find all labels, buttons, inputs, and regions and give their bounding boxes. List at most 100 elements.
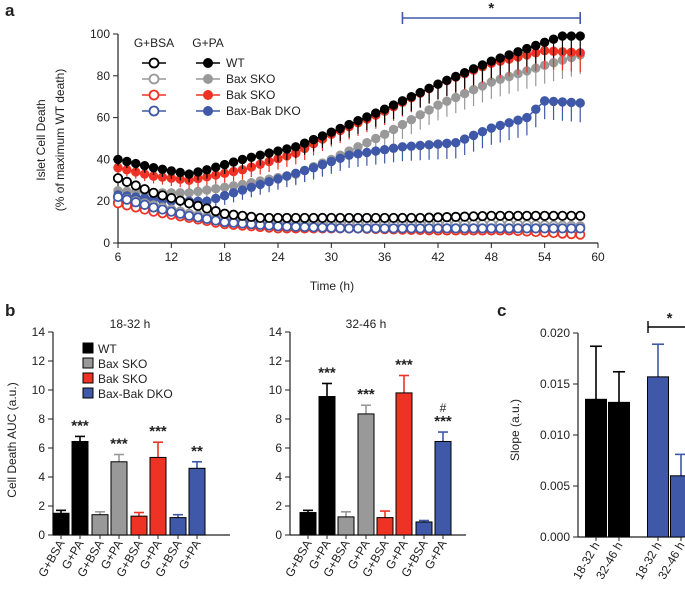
chart-c-ytick-label: 0.015 <box>540 377 570 391</box>
legend-entry-wt: WT <box>82 342 117 356</box>
data-point <box>219 182 230 192</box>
data-point <box>397 212 408 224</box>
bar <box>149 456 167 536</box>
data-point <box>166 192 177 204</box>
data-point <box>424 83 434 94</box>
data-point <box>557 223 568 234</box>
data-point <box>406 212 417 224</box>
data-point <box>201 203 212 214</box>
data-point <box>113 154 123 165</box>
chart-a-xtick-label: 60 <box>591 250 605 264</box>
data-point <box>575 31 585 41</box>
data-point <box>415 140 425 151</box>
data-point <box>477 210 488 222</box>
legend-entry-bak: Bak SKO <box>142 88 275 102</box>
chart-b-ylabel: Cell Death AUC (a.u.) <box>5 382 19 497</box>
data-point <box>211 193 221 204</box>
data-point <box>495 120 505 131</box>
data-point <box>539 37 550 48</box>
data-point <box>272 221 284 232</box>
legend-marker-bsa <box>148 57 160 69</box>
chart-c-ytick-label: 0.010 <box>540 428 570 442</box>
chart-b1-ytick-label: 6 <box>38 441 45 455</box>
data-point <box>344 223 355 234</box>
data-point <box>290 212 301 224</box>
data-point <box>228 209 239 220</box>
data-point <box>246 182 257 192</box>
data-point <box>468 85 479 95</box>
data-point <box>539 223 550 234</box>
bar <box>188 467 206 536</box>
data-point <box>450 211 461 222</box>
bar <box>318 396 336 536</box>
data-point <box>575 98 585 108</box>
legend-label: Bak SKO <box>226 88 275 102</box>
data-point <box>291 168 301 179</box>
chart-a-ytick-label: 80 <box>97 69 111 83</box>
data-point <box>121 176 132 187</box>
chart-a-ytick-label: 60 <box>97 111 111 125</box>
bar <box>130 515 148 536</box>
data-point <box>157 204 168 215</box>
legend-marker-bsa <box>148 105 160 117</box>
data-point <box>228 157 239 167</box>
data-point <box>175 208 186 219</box>
chart-b1-ytick-label: 10 <box>32 383 46 397</box>
legend-label: Bax SKO <box>226 72 275 86</box>
panel-letter-b: b <box>5 301 15 320</box>
data-point <box>237 154 248 165</box>
chart-b1-title: 18-32 h <box>110 317 151 331</box>
data-point <box>299 165 310 176</box>
significance-label: *** <box>357 386 375 403</box>
data-point <box>361 223 372 234</box>
data-point <box>406 223 417 234</box>
data-point <box>442 138 452 149</box>
data-point <box>468 130 479 141</box>
data-point <box>166 166 177 176</box>
data-point <box>219 190 230 201</box>
data-point <box>370 223 381 234</box>
chart-a-xtick-label: 6 <box>115 250 122 264</box>
data-point <box>539 96 550 106</box>
data-point <box>486 223 497 234</box>
data-point <box>424 140 434 150</box>
bar <box>357 413 375 536</box>
data-point <box>406 114 417 125</box>
data-point <box>255 212 266 224</box>
chart-b2-ytick-label: 4 <box>275 470 282 484</box>
data-point <box>486 56 497 66</box>
chart-a: Islet Cell Death (% of maximum WT death)… <box>34 0 605 293</box>
data-point <box>451 92 461 103</box>
data-point <box>202 185 212 195</box>
data-point <box>361 212 372 224</box>
chart-a-xlabel: Time (h) <box>310 279 354 293</box>
chart-b1-ytick-label: 0 <box>38 528 45 542</box>
data-point <box>202 165 212 175</box>
data-point <box>459 211 470 222</box>
data-point <box>281 212 292 224</box>
chart-a-xtick-label: 42 <box>431 250 445 264</box>
data-point <box>344 150 354 160</box>
data-point <box>441 223 452 234</box>
series-dko-bsa <box>112 191 586 234</box>
chart-a-xtick-label: 12 <box>165 250 179 264</box>
data-point <box>513 47 523 57</box>
legend-label: Bax SKO <box>98 357 147 371</box>
data-point <box>317 212 328 224</box>
chart-a-xtick-label: 24 <box>271 250 285 264</box>
chart-a-xtick-label: 36 <box>378 250 392 264</box>
data-point <box>264 176 274 187</box>
legend-marker-bsa <box>148 73 160 85</box>
legend-label: WT <box>226 56 245 70</box>
bar <box>415 521 433 536</box>
data-point <box>388 143 399 153</box>
chart-b2-title: 32-46 h <box>346 317 387 331</box>
data-point <box>477 60 488 70</box>
legend-label: Bak SKO <box>98 372 147 386</box>
data-point <box>131 158 141 169</box>
data-point <box>451 71 461 82</box>
chart-c-ytick-label: 0.020 <box>540 326 570 340</box>
data-point <box>406 141 417 151</box>
data-point <box>255 179 265 190</box>
data-point <box>148 187 159 198</box>
